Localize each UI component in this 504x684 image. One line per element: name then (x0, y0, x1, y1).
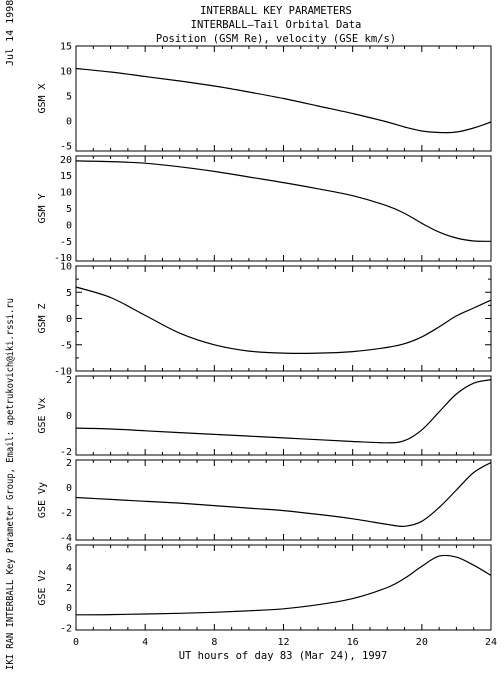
y-tick-label: -2 (60, 623, 72, 634)
x-tick-label: 8 (211, 637, 217, 648)
y-tick-label: 0 (66, 117, 72, 128)
y-tick-label: 5 (66, 204, 72, 215)
y-tick-label: -5 (60, 340, 72, 351)
y-tick-label: 4 (66, 563, 72, 574)
panel-frame (75, 544, 492, 631)
series-line (75, 160, 492, 242)
y-tick-label: 15 (60, 42, 72, 53)
panel-0: -5 0 5 10 15 GSM X (37, 42, 492, 153)
y-tick-label: 20 (60, 155, 72, 166)
y-tick-label: 0 (66, 314, 72, 325)
y-tick-label: 2 (66, 458, 72, 469)
series-line (75, 286, 492, 354)
y-axis-label: GSM Y (37, 193, 48, 223)
y-tick-label: 10 (60, 67, 72, 78)
y-axis-label: GSE Vy (37, 482, 48, 518)
x-tick-label: 24 (485, 637, 497, 648)
x-tick-label: 12 (277, 637, 289, 648)
y-tick-label: 2 (66, 375, 72, 386)
y-tick-label: -2 (60, 447, 72, 458)
y-tick-label: 6 (66, 543, 72, 554)
x-tick-label: 20 (416, 637, 428, 648)
series-line (75, 554, 492, 616)
y-tick-label: 0 (66, 220, 72, 231)
panel-4: -4 -2 0 2 GSE Vy (37, 458, 492, 544)
panel-frame (75, 265, 492, 372)
panel-5: -2 0 2 4 6 GSE Vz (37, 543, 492, 634)
y-tick-label: 10 (60, 262, 72, 273)
y-tick-label: 0 (66, 603, 72, 614)
y-tick-label: 0 (66, 411, 72, 422)
side-credit-label: IKI RAN INTERBALL Key Parameter Group, E… (5, 298, 16, 670)
panel-1: -10 -5 0 5 10 15 20 GSM Y (37, 155, 492, 264)
side-date-label: Jul 14 1998 (5, 0, 16, 66)
y-tick-label: -10 (54, 253, 72, 264)
panel-frame (75, 375, 492, 456)
chart-title-line-1: INTERBALL KEY PARAMETERS (200, 5, 352, 17)
chart-title-line-2: INTERBALL—Tail Orbital Data (191, 19, 362, 31)
y-tick-label: -2 (60, 508, 72, 519)
series-line (75, 67, 492, 134)
chart-title-line-3: Position (GSM Re), velocity (GSE km/s) (156, 33, 396, 45)
y-tick-label: -5 (60, 237, 72, 248)
y-tick-label: 0 (66, 483, 72, 494)
y-tick-label: 5 (66, 92, 72, 103)
panel-frame (75, 155, 492, 262)
y-axis-label: GSE Vx (37, 397, 48, 433)
y-tick-label: -5 (60, 142, 72, 153)
y-tick-label: -10 (54, 367, 72, 378)
y-axis-label: GSM X (37, 83, 48, 113)
x-tick-label: 4 (142, 637, 148, 648)
series-line (75, 379, 492, 444)
y-tick-label: 15 (60, 171, 72, 182)
y-tick-label: 2 (66, 583, 72, 594)
panel-3: -2 0 2 GSE Vx (37, 375, 492, 458)
series-line (75, 461, 492, 528)
y-tick-label: -4 (60, 533, 72, 544)
y-tick-label: 5 (66, 288, 72, 299)
y-axis-label: GSE Vz (37, 569, 48, 605)
y-axis-label: GSM Z (37, 303, 48, 333)
y-tick-label: 10 (60, 188, 72, 199)
chart-title-block: INTERBALL KEY PARAMETERS INTERBALL—Tail … (156, 5, 396, 45)
x-tick-label: 16 (347, 637, 359, 648)
x-axis-label: UT hours of day 83 (Mar 24), 1997 (179, 650, 388, 662)
panel-frame (75, 459, 492, 541)
panel-2: -10 -5 0 5 10 GSM Z (37, 262, 492, 378)
x-tick-label: 0 (73, 637, 79, 648)
